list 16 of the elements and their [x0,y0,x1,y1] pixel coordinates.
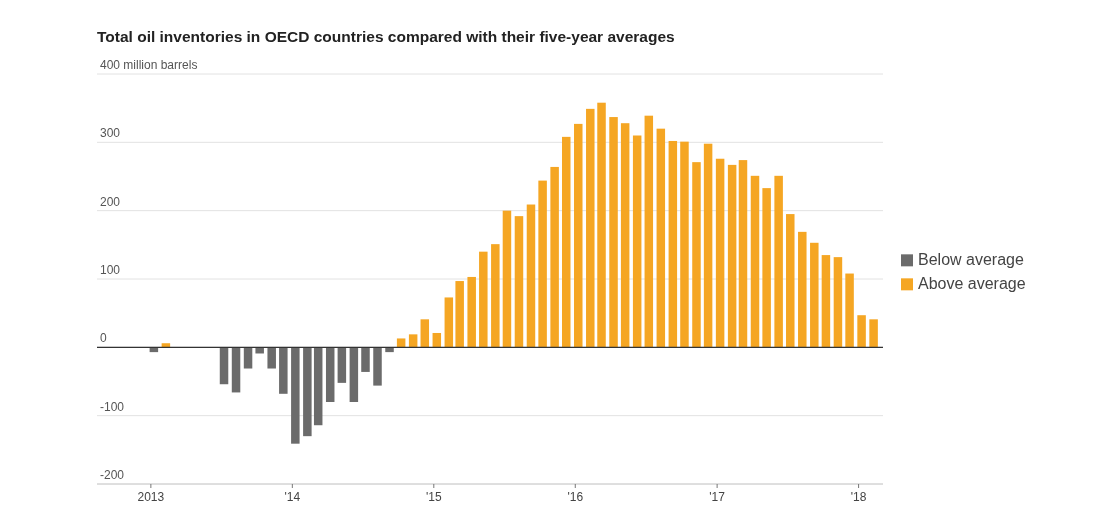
y-tick-label: -200 [100,468,125,482]
legend-label: Below average [918,251,1024,269]
x-tick-label: '15 [425,490,442,504]
y-tick-label: -100 [100,399,125,414]
x-tick-label: '17 [709,490,726,504]
x-tick-label: '14 [284,490,301,504]
y-tick-label: 100 [100,263,121,277]
x-tick-label: '18 [850,490,867,504]
chart-title: Total oil inventories in OECD countries compared with their five-year averages [97,28,675,45]
y-tick-label: 300 [100,126,121,141]
x-tick-label: '16 [567,490,584,504]
x-tick-label: 2013 [137,490,165,504]
legend-label: Above average [918,275,1026,293]
y-tick-label: 200 [100,194,121,209]
y-tick-label: 0 [100,331,107,346]
y-tick-label: 400 million barrels [100,58,198,72]
